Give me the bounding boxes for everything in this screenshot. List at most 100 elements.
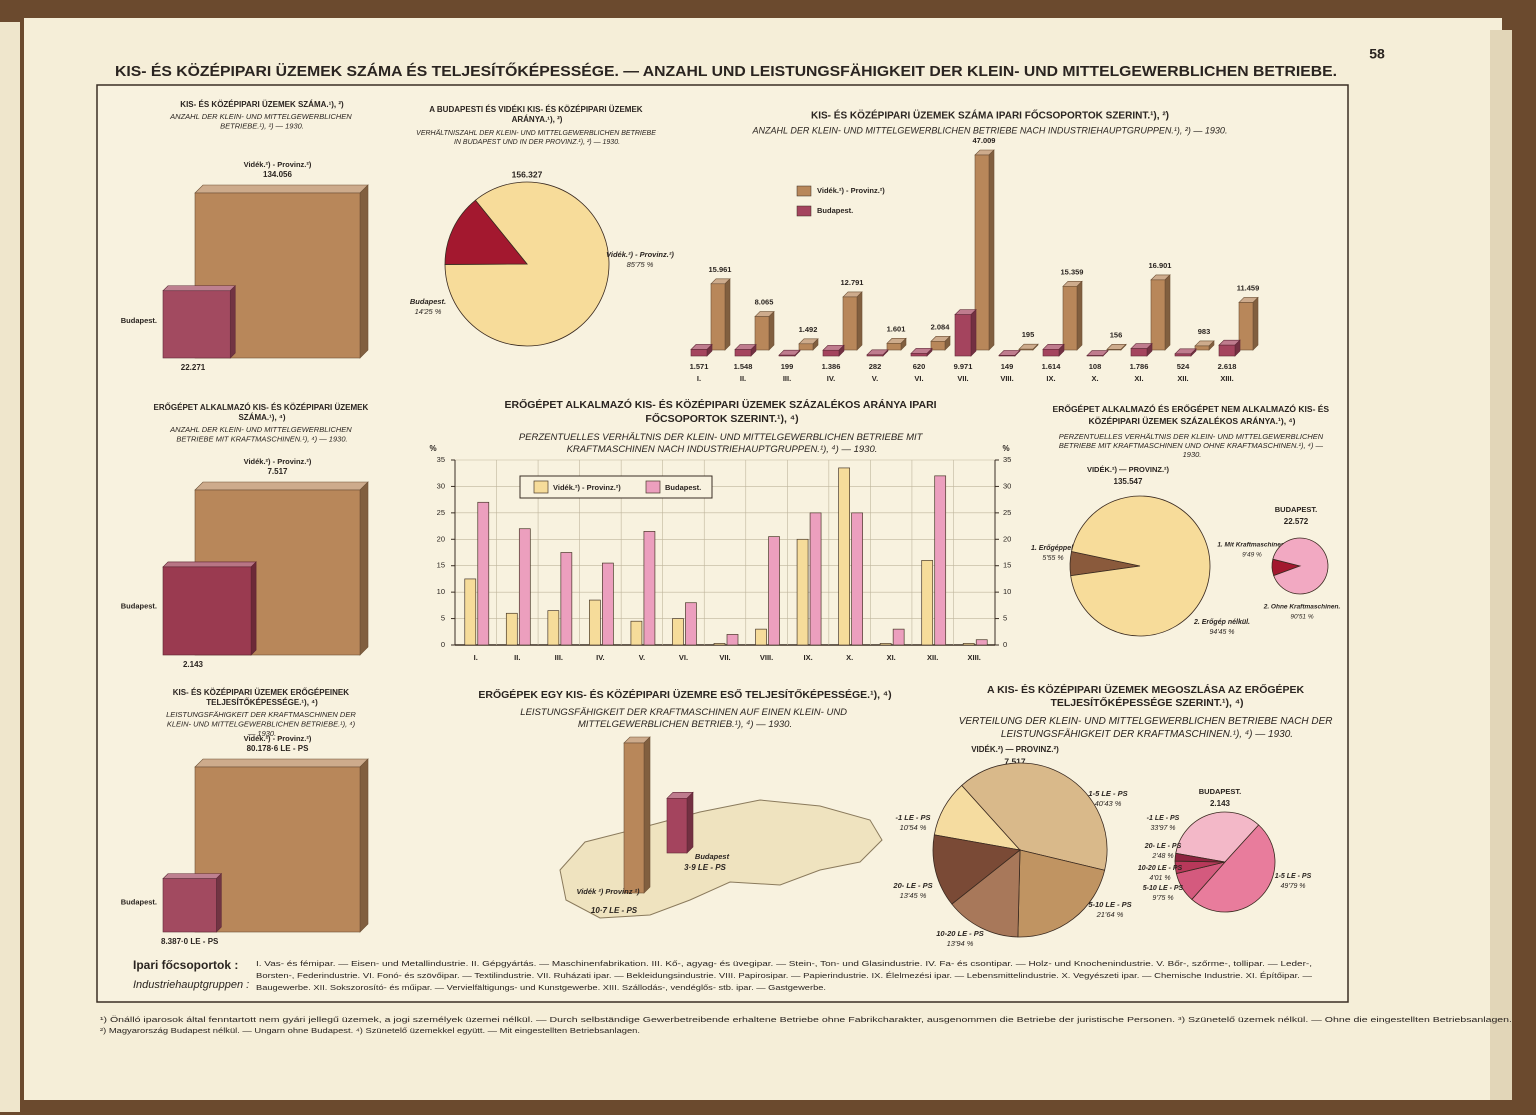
- box-front: [930, 341, 946, 351]
- box-front: [1150, 279, 1166, 351]
- box-side: [643, 736, 651, 894]
- category-label: Vidék.²) - Provinz.²): [244, 734, 312, 743]
- value-label: 80.178·6 LE - PS: [247, 744, 309, 753]
- box-front: [954, 314, 972, 357]
- box-front: [1018, 348, 1034, 351]
- pie-slice: [1272, 537, 1329, 595]
- box-side: [724, 278, 731, 351]
- box-side: [768, 310, 775, 351]
- box-side: [1164, 274, 1171, 351]
- y2-tick-label: 30: [1003, 481, 1011, 490]
- box-front: [974, 154, 990, 351]
- x-tick-label: IX.: [1046, 374, 1055, 383]
- value-label: 22.271: [181, 363, 206, 372]
- slice-label: 5-10 LE - PS: [1088, 900, 1131, 909]
- value-label: 8.387·0 LE - PS: [161, 937, 219, 946]
- bar: [934, 475, 947, 646]
- chart-subtitle: VERTEILUNG DER KLEIN- UND MITTELGEWERBLI…: [959, 716, 1336, 740]
- bar: [713, 643, 726, 646]
- value-label: 2.084: [931, 322, 951, 331]
- x-tick-label: IX.: [803, 653, 812, 662]
- bar: [975, 639, 988, 646]
- pie-total: 156.327: [512, 169, 543, 179]
- bar: [589, 599, 601, 646]
- y-tick-label: 15: [437, 561, 445, 570]
- legend-box: [519, 475, 713, 499]
- legend-swatch: [796, 185, 812, 197]
- slice-value: 33'97 %: [1150, 825, 1175, 832]
- x-tick-label: VI.: [679, 653, 688, 662]
- box-front: [710, 283, 726, 351]
- bar: [879, 643, 892, 646]
- box-top: [162, 285, 236, 292]
- legend-swatch: [796, 205, 812, 217]
- slice-value: 94'45 %: [1209, 629, 1234, 636]
- category-label: Vidék.²) - Provinz.²): [244, 160, 312, 169]
- value-label: 1.386: [822, 362, 841, 371]
- x-tick-label: II.: [514, 653, 520, 662]
- box-side: [359, 481, 369, 656]
- bar: [547, 610, 560, 646]
- value-label: 524: [1177, 362, 1190, 371]
- legend-label: Budapest.: [817, 206, 853, 215]
- legend-heading: Industriehauptgruppen :: [133, 979, 249, 991]
- legend-label: Vidék.²) - Provinz.²): [817, 186, 885, 195]
- bar: [796, 538, 809, 646]
- value-label: 1.601: [887, 324, 906, 333]
- column-value: 3·9 LE - PS: [684, 863, 726, 872]
- y-axis-label: %: [1002, 444, 1009, 453]
- value-label: 282: [869, 362, 882, 371]
- box-front: [1174, 353, 1192, 357]
- slice-label: 2. Erőgép nélkül.: [1193, 619, 1250, 626]
- legend-line: Borsten-, Federindustrie. VI. Fonó- és s…: [256, 971, 1313, 980]
- value-label: 195: [1022, 330, 1035, 339]
- category-label: Budapest.: [121, 602, 157, 611]
- value-label: 983: [1198, 327, 1211, 336]
- value-label: 108: [1089, 362, 1102, 371]
- x-tick-label: XII.: [1177, 374, 1188, 383]
- column-label: Vidék ²) Provinz ²): [576, 887, 640, 896]
- bar: [838, 467, 850, 646]
- value-label: 620: [913, 362, 926, 371]
- y-tick-label: 10: [437, 587, 445, 596]
- legend-label: Vidék.²) - Provinz.²): [553, 483, 621, 492]
- slice-label: 10-20 LE - PS: [1138, 865, 1183, 872]
- x-tick-label: XIII.: [1220, 374, 1233, 383]
- value-label: 15.961: [709, 265, 732, 274]
- box-front: [886, 343, 902, 351]
- slice-value: 4'01 %: [1149, 875, 1170, 882]
- pie-slice: [1070, 495, 1211, 637]
- slice-label: 1-5 LE - PS: [1088, 789, 1127, 798]
- slice-value: 13'94 %: [947, 939, 974, 948]
- pie-slice: [951, 849, 1021, 938]
- bar: [685, 602, 697, 646]
- slice-label: 1. Mit Kraftmaschinen.: [1217, 542, 1287, 549]
- x-tick-label: XI.: [1134, 374, 1143, 383]
- slice-value: 13'45 %: [900, 891, 927, 900]
- box-front: [798, 343, 814, 351]
- y-tick-label: 35: [437, 455, 445, 464]
- slice-value: 5'55 %: [1042, 555, 1063, 562]
- y-tick-label: 25: [437, 508, 445, 517]
- chart-title: ERŐGÉPET ALKALMAZÓ KIS- ÉS KÖZÉPIPARI ÜZ…: [154, 403, 371, 422]
- x-tick-label: V.: [639, 653, 645, 662]
- chart-title: KIS- ÉS KÖZÉPIPARI ÜZEMEK SZÁMA.¹), ²): [180, 100, 344, 109]
- slice-label: -1 LE - PS: [1147, 815, 1180, 822]
- column-label: Budapest: [695, 852, 730, 861]
- bar: [518, 528, 531, 646]
- slice-value: 49'79 %: [1280, 883, 1305, 890]
- slice-value: 21'64 %: [1096, 910, 1124, 919]
- x-tick-label: X.: [846, 653, 853, 662]
- box-side: [359, 758, 369, 933]
- box-front: [754, 316, 770, 351]
- value-label: 11.459: [1237, 283, 1260, 292]
- pie-slice: [1175, 811, 1260, 863]
- x-tick-label: XII.: [927, 653, 938, 662]
- pie-name: BUDAPEST.: [1275, 505, 1318, 514]
- slice-label: 20- LE - PS: [1144, 843, 1182, 850]
- category-label: Budapest.: [121, 316, 157, 325]
- bar: [921, 560, 934, 646]
- box-side: [1076, 280, 1083, 351]
- y-tick-label: 30: [437, 481, 445, 490]
- pie-total: 135.547: [1114, 477, 1143, 486]
